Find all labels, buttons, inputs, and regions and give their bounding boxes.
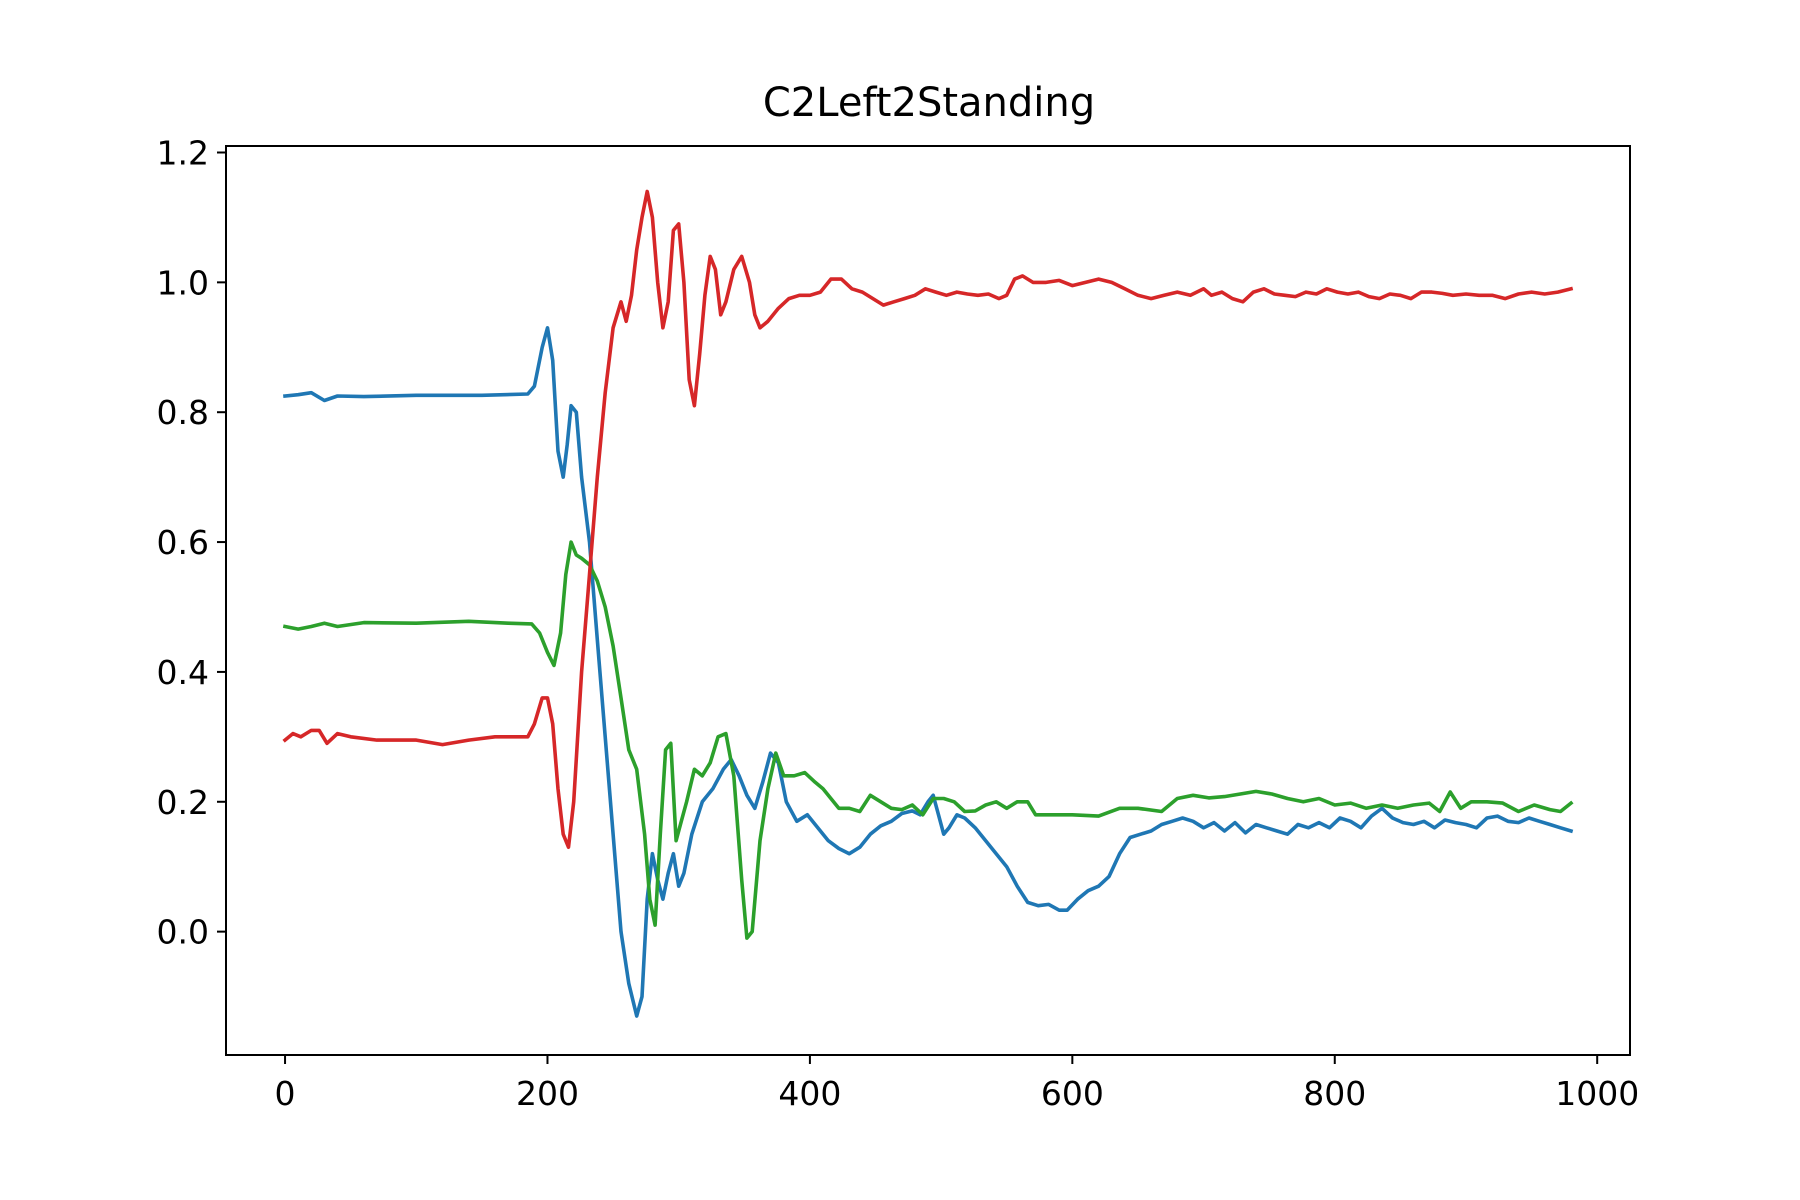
series-line-1 xyxy=(283,326,1574,1018)
y-axis: 0.0 0.2 0.4 0.6 0.8 1.0 1.2 xyxy=(157,133,226,952)
y-tick-label: 0.4 xyxy=(157,653,209,692)
y-tick-label: 0.6 xyxy=(157,523,209,562)
series-line-2 xyxy=(282,540,1574,940)
x-tick-label: 200 xyxy=(516,1074,579,1113)
x-tick-label: 400 xyxy=(778,1074,841,1113)
x-tick-label: 0 xyxy=(275,1074,296,1113)
y-tick-label: 0.0 xyxy=(157,913,209,952)
y-tick-label: 1.2 xyxy=(157,133,209,172)
series-line-3 xyxy=(282,189,1574,849)
y-tick-label: 0.8 xyxy=(157,393,209,432)
x-tick-label: 1000 xyxy=(1555,1074,1639,1113)
x-tick-label: 800 xyxy=(1303,1074,1366,1113)
x-axis: 0 200 400 600 800 1000 xyxy=(275,1055,1639,1113)
plot-frame xyxy=(225,145,1631,1056)
chart-title: C2Left2Standing xyxy=(763,80,1095,126)
series-layer xyxy=(282,189,1574,1018)
x-tick-label: 600 xyxy=(1041,1074,1104,1113)
y-tick-label: 1.0 xyxy=(157,263,209,302)
y-tick-label: 0.2 xyxy=(157,783,209,822)
